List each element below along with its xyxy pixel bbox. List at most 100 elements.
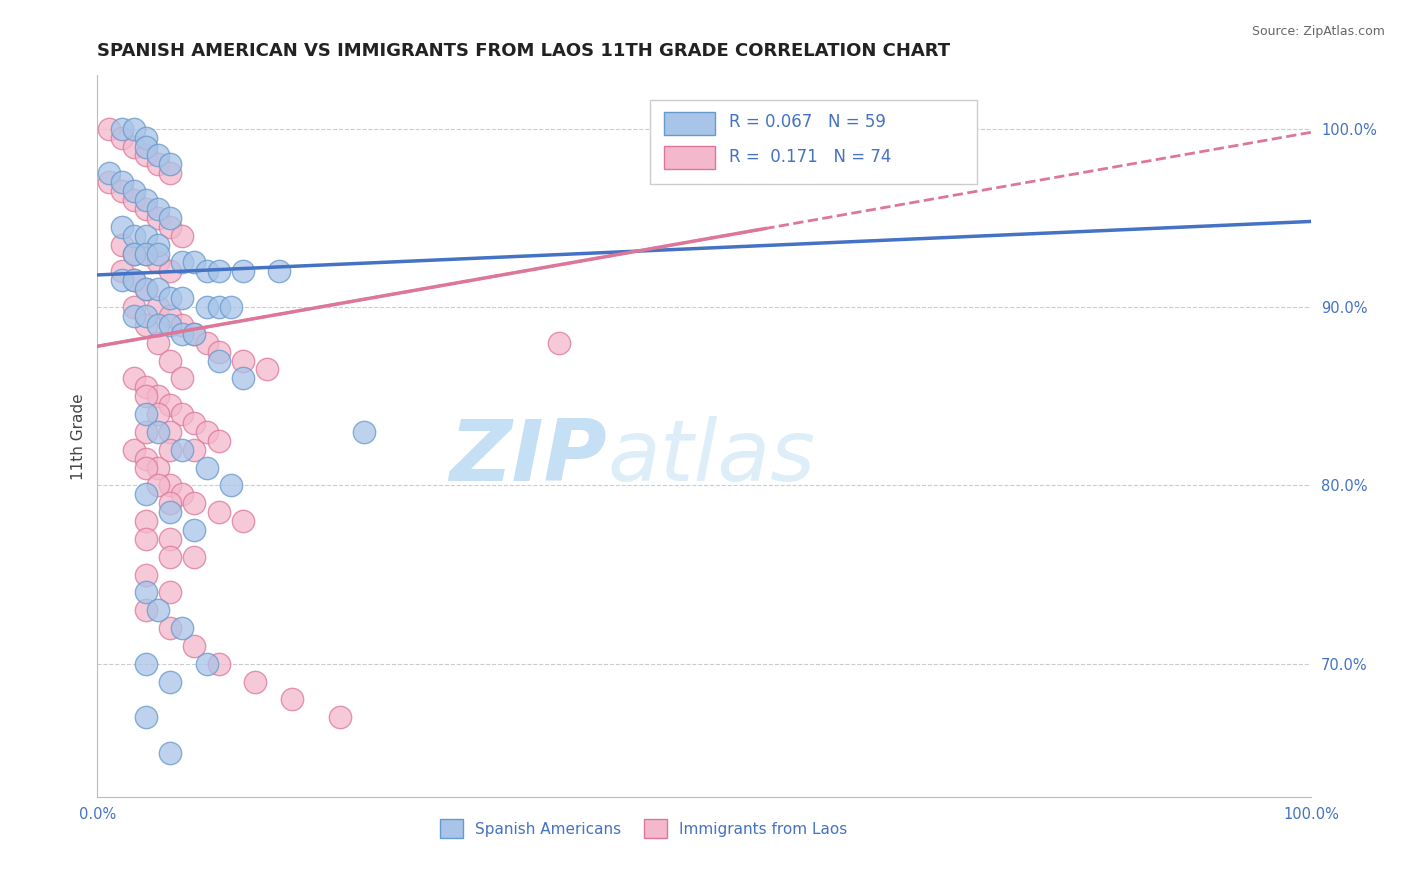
Point <box>146 460 169 475</box>
Point <box>135 710 157 724</box>
Point <box>135 148 157 162</box>
Point <box>146 318 169 332</box>
Point <box>135 407 157 421</box>
Point <box>232 264 254 278</box>
Point <box>183 496 205 510</box>
Point <box>195 425 218 439</box>
Point <box>111 121 134 136</box>
Y-axis label: 11th Grade: 11th Grade <box>72 393 86 480</box>
Point <box>146 237 169 252</box>
Point <box>135 425 157 439</box>
Point <box>122 246 145 260</box>
Point <box>547 335 569 350</box>
Point <box>146 246 169 260</box>
Point <box>135 487 157 501</box>
Point <box>183 326 205 341</box>
Point <box>183 549 205 564</box>
Point <box>111 175 134 189</box>
Point <box>122 193 145 207</box>
Point <box>122 273 145 287</box>
Point <box>219 478 242 492</box>
Point <box>111 219 134 234</box>
Point <box>172 228 194 243</box>
Point <box>135 130 157 145</box>
Point <box>135 451 157 466</box>
Point <box>195 264 218 278</box>
Text: R =  0.171   N = 74: R = 0.171 N = 74 <box>728 148 891 166</box>
Point <box>98 121 121 136</box>
Point <box>98 166 121 180</box>
Point <box>111 237 134 252</box>
Point <box>135 318 157 332</box>
Point <box>111 130 134 145</box>
Point <box>135 460 157 475</box>
Point <box>172 326 194 341</box>
Point <box>146 157 169 171</box>
Point <box>159 442 181 457</box>
Point <box>159 496 181 510</box>
Point <box>172 487 194 501</box>
Point <box>122 309 145 323</box>
Point <box>183 523 205 537</box>
Point <box>135 603 157 617</box>
Point <box>195 300 218 314</box>
Point <box>135 567 157 582</box>
Point <box>135 657 157 671</box>
Point <box>146 389 169 403</box>
Point <box>135 282 157 296</box>
Point <box>208 434 231 448</box>
Point <box>135 585 157 599</box>
Point <box>208 300 231 314</box>
Point <box>146 282 169 296</box>
Point <box>122 300 145 314</box>
Point <box>208 505 231 519</box>
Point <box>146 255 169 269</box>
Point <box>159 505 181 519</box>
Point <box>146 300 169 314</box>
Point <box>183 255 205 269</box>
Point <box>208 353 231 368</box>
Point <box>122 442 145 457</box>
Point <box>135 246 157 260</box>
Point <box>172 318 194 332</box>
Point <box>159 318 181 332</box>
Point <box>135 202 157 216</box>
Point <box>159 211 181 225</box>
Point <box>232 371 254 385</box>
Point <box>195 460 218 475</box>
Text: atlas: atlas <box>607 417 815 500</box>
Point <box>172 371 194 385</box>
Point <box>183 442 205 457</box>
Point <box>195 657 218 671</box>
Text: Source: ZipAtlas.com: Source: ZipAtlas.com <box>1251 25 1385 38</box>
Point <box>159 425 181 439</box>
Point <box>256 362 278 376</box>
Point <box>232 353 254 368</box>
Point <box>159 549 181 564</box>
Point <box>172 291 194 305</box>
Point <box>122 273 145 287</box>
Point <box>159 309 181 323</box>
Point <box>135 282 157 296</box>
Point <box>172 621 194 635</box>
Point <box>146 425 169 439</box>
Point <box>135 380 157 394</box>
Point <box>183 416 205 430</box>
Point <box>146 335 169 350</box>
Point <box>135 139 157 153</box>
Point <box>159 746 181 760</box>
Point <box>135 193 157 207</box>
Point <box>159 621 181 635</box>
Point <box>159 674 181 689</box>
Text: SPANISH AMERICAN VS IMMIGRANTS FROM LAOS 11TH GRADE CORRELATION CHART: SPANISH AMERICAN VS IMMIGRANTS FROM LAOS… <box>97 42 950 60</box>
Point <box>172 407 194 421</box>
Point <box>122 121 145 136</box>
Point <box>98 175 121 189</box>
Text: ZIP: ZIP <box>450 417 607 500</box>
Point <box>159 585 181 599</box>
Point <box>208 264 231 278</box>
Point <box>146 148 169 162</box>
FancyBboxPatch shape <box>664 112 716 136</box>
FancyBboxPatch shape <box>650 101 977 184</box>
Point <box>135 532 157 546</box>
